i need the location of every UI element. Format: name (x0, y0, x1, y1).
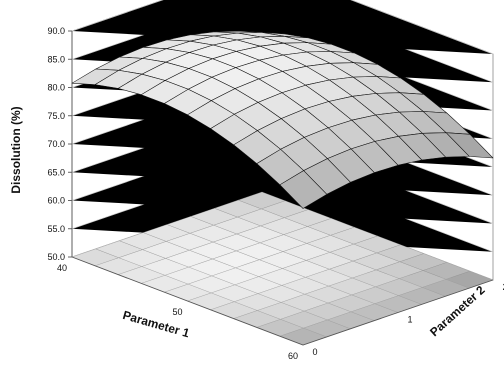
response-surface (71, 30, 494, 209)
z-tick-label: 90.0 (47, 26, 65, 36)
z-tick-label: 75.0 (47, 111, 65, 121)
z-tick-label: 55.0 (47, 224, 65, 234)
z-gridline (71, 0, 494, 55)
z-tick-label: 65.0 (47, 167, 65, 177)
z-tick-label: 85.0 (47, 54, 65, 64)
x1-tick-label: 40 (57, 263, 67, 273)
z-tick-label: 60.0 (47, 196, 65, 206)
axis-ticks: 50.0 55.0 60.0 65.0 70.0 75.0 80.0 85.0 90.0 40 50… (47, 26, 504, 361)
x1-tick-label: 50 (172, 307, 182, 317)
y-axis-title: Dissolution (%) (9, 106, 23, 193)
surface-cell (279, 170, 328, 209)
floor-edge (71, 256, 494, 346)
z-tick-label: 70.0 (47, 139, 65, 149)
x2-tick-label: 1 (407, 315, 412, 325)
x2-tick-label: 2 (502, 282, 504, 292)
floor-contour (71, 191, 494, 346)
z-tick-label: 80.0 (47, 83, 65, 93)
x1-tick-label: 60 (288, 351, 298, 361)
z-tick-label: 50.0 (47, 252, 65, 262)
x2-tick-label: 0 (312, 347, 317, 357)
